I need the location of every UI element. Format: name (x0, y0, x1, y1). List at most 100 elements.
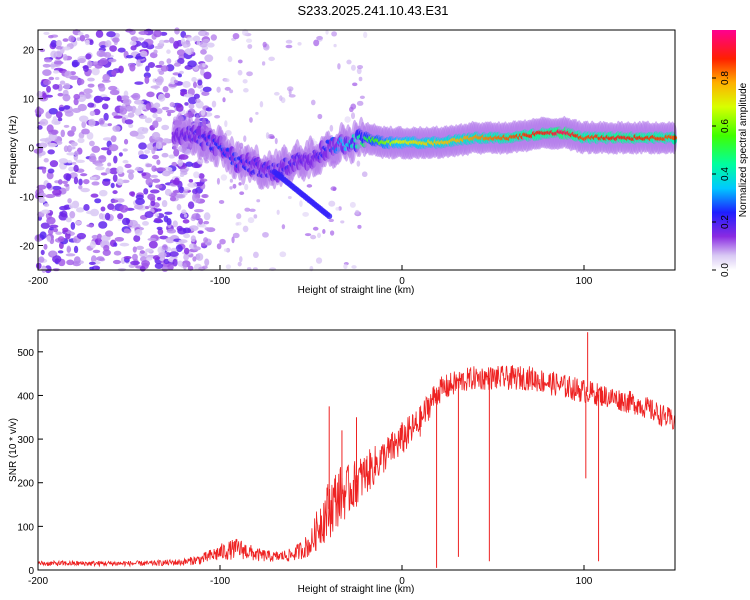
noise-speckle (62, 54, 68, 61)
noise-speckle (224, 78, 230, 83)
noise-speckle (133, 234, 141, 242)
noise-speckle (67, 198, 72, 204)
noise-speckle (243, 88, 249, 93)
noise-speckle (223, 248, 228, 252)
noise-speckle (111, 70, 117, 76)
noise-speckle (96, 233, 102, 240)
noise-speckle (157, 93, 166, 102)
noise-speckle (99, 57, 109, 66)
noise-speckle (154, 167, 164, 172)
noise-speckle (124, 163, 132, 169)
noise-speckle (75, 159, 85, 164)
noise-speckle (135, 198, 145, 205)
noise-speckle (113, 250, 122, 256)
noise-speckle (112, 174, 118, 183)
noise-speckle (78, 184, 83, 190)
noise-speckle (93, 61, 98, 65)
noise-speckle (39, 231, 47, 240)
noise-speckle (245, 38, 253, 43)
noise-speckle (130, 260, 140, 266)
noise-speckle (244, 183, 249, 191)
noise-speckle (232, 183, 237, 189)
noise-speckle (40, 198, 46, 203)
noise-speckle (110, 135, 117, 143)
noise-speckle (134, 204, 144, 210)
noise-speckle (66, 245, 71, 254)
noise-speckle (182, 189, 188, 196)
noise-speckle (73, 256, 81, 265)
noise-speckle (161, 124, 170, 131)
noise-speckle (118, 152, 123, 157)
noise-speckle (52, 255, 62, 264)
noise-speckle (112, 259, 121, 265)
noise-speckle (180, 88, 188, 93)
noise-speckle (247, 44, 253, 49)
snr-marks (37, 332, 676, 568)
noise-speckle (52, 70, 60, 74)
noise-speckle (188, 96, 197, 105)
noise-speckle (50, 50, 58, 59)
noise-speckle (57, 250, 64, 254)
noise-speckle (39, 138, 50, 142)
noise-speckle (88, 155, 97, 163)
noise-speckle (168, 83, 178, 87)
noise-speckle (135, 134, 146, 140)
noise-speckle (162, 244, 168, 251)
noise-speckle (129, 191, 135, 197)
noise-speckle (186, 36, 194, 42)
noise-speckle (178, 154, 189, 160)
noise-speckle (102, 137, 113, 141)
noise-speckle (73, 164, 79, 173)
noise-speckle (134, 167, 145, 171)
noise-speckle (182, 227, 192, 234)
noise-speckle (152, 255, 161, 261)
noise-speckle (44, 58, 53, 63)
noise-speckle (216, 86, 221, 93)
noise-speckle (96, 256, 105, 261)
noise-speckle (316, 36, 323, 41)
noise-speckle (343, 263, 348, 270)
noise-speckle (202, 62, 206, 68)
noise-speckle (177, 158, 184, 167)
noise-speckle (127, 112, 135, 118)
noise-speckle (89, 266, 94, 270)
noise-speckle (175, 103, 184, 112)
noise-speckle (57, 179, 63, 185)
noise-speckle (54, 76, 60, 81)
noise-speckle (352, 82, 358, 87)
noise-speckle (155, 141, 163, 150)
noise-speckle (53, 60, 64, 65)
noise-speckle (169, 251, 179, 257)
noise-speckle (49, 143, 58, 147)
heatmap-y-axis-label: Frequency (Hz) (8, 116, 19, 185)
noise-speckle (154, 213, 160, 217)
noise-speckle (177, 57, 185, 65)
noise-speckle (158, 252, 167, 258)
noise-speckle (178, 239, 188, 244)
noise-speckle (55, 46, 63, 50)
noise-speckle (120, 256, 126, 264)
noise-speckle (310, 99, 316, 106)
heatmap-y-tick-label: 10 (23, 95, 35, 106)
noise-speckle (237, 59, 243, 64)
noise-speckle (140, 50, 148, 58)
noise-speckle (183, 213, 188, 218)
noise-speckle (229, 89, 234, 94)
noise-speckle (173, 79, 178, 84)
noise-speckle (255, 111, 259, 115)
noise-speckle (172, 220, 178, 228)
noise-speckle (45, 94, 53, 98)
noise-speckle (192, 256, 197, 262)
noise-speckle (340, 220, 345, 224)
noise-speckle (242, 225, 249, 233)
noise-speckle (87, 60, 93, 69)
noise-speckle (121, 95, 130, 100)
noise-speckle (67, 160, 73, 164)
noise-speckle (183, 247, 190, 255)
noise-speckle (78, 115, 89, 123)
noise-speckle (173, 148, 180, 157)
snr-y-axis-label: SNR (10 * v/v) (8, 418, 19, 482)
noise-speckle (108, 144, 119, 152)
noise-speckle (164, 211, 173, 215)
noise-speckle (138, 154, 149, 160)
